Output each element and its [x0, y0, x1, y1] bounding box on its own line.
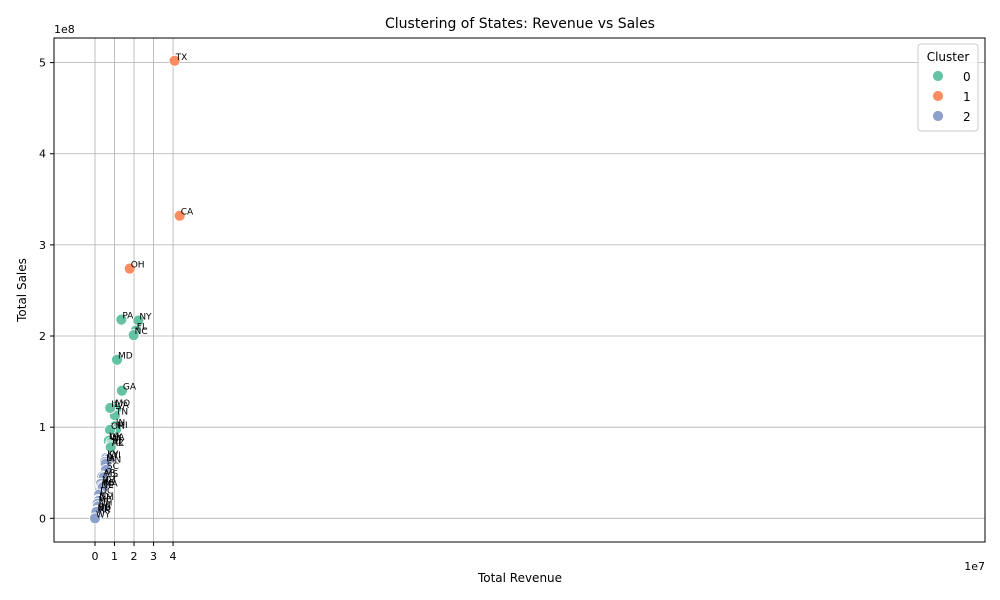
point-label-al: AL	[112, 437, 123, 447]
y-tick-label: 3	[39, 239, 46, 252]
point-label-mi: MI	[117, 421, 127, 431]
point-label-ia: IA	[106, 454, 116, 464]
point-label-tx: TX	[175, 53, 188, 63]
data-point-tx	[168, 54, 181, 67]
point-label-nh: NH	[99, 498, 113, 508]
point-label-nj: NJ	[112, 435, 121, 445]
data-point-az	[104, 441, 117, 454]
grid-lines	[54, 38, 985, 542]
data-point-nc	[127, 329, 140, 342]
y-tick-label: 4	[39, 148, 46, 161]
x-axis-offset: 1e7	[964, 560, 985, 573]
data-point-pa	[115, 313, 128, 326]
data-point-ca	[173, 209, 186, 222]
point-label-sc: SC	[107, 462, 119, 472]
data-point-ga	[116, 384, 128, 397]
legend-label-2: 2	[963, 110, 971, 124]
y-tick-label: 0	[39, 512, 46, 525]
point-label-ky: KY	[107, 450, 119, 460]
point-label-hi: HI	[101, 502, 110, 512]
point-label-ms: MS	[105, 469, 119, 479]
y-axis-offset: 1e8	[54, 23, 75, 36]
data-point-md	[111, 353, 123, 366]
legend-marker-2	[932, 110, 944, 122]
legend-box	[917, 43, 979, 132]
legend-title: Cluster	[927, 50, 970, 64]
data-points	[89, 54, 186, 525]
point-label-ny: NY	[139, 313, 152, 323]
y-tick-label: 5	[39, 57, 46, 70]
y-axis-ticks: 0 1 2 3 4 5	[39, 57, 54, 525]
point-label-fl: FL	[137, 323, 147, 333]
point-label-la: LA	[109, 432, 121, 442]
legend-marker-1	[932, 90, 944, 102]
chart-title: Clustering of States: Revenue vs Sales	[385, 16, 655, 32]
y-tick-label: 2	[39, 330, 46, 343]
point-label-ak: AK	[98, 506, 111, 516]
legend-label-1: 1	[963, 90, 971, 104]
x-tick-label: 4	[170, 550, 177, 563]
point-label-ar: AR	[103, 468, 115, 478]
x-tick-label: 2	[131, 550, 138, 563]
point-label-de: DE	[98, 503, 111, 513]
plot-frame	[53, 37, 986, 543]
point-label-ok: OK	[109, 433, 123, 443]
point-label-tn: TN	[115, 407, 128, 417]
point-label-or: OR	[111, 422, 124, 432]
point-label-ma: MA	[104, 479, 119, 489]
x-tick-label: 3	[150, 550, 157, 563]
point-label-oh: OH	[131, 261, 145, 271]
point-label-nm: NM	[100, 493, 115, 503]
legend-marker-0	[932, 70, 944, 82]
data-point-wy	[89, 512, 101, 525]
point-label-mo: MO	[115, 399, 130, 409]
point-label-wa: WA	[110, 433, 125, 443]
point-label-dc: DC	[100, 487, 113, 497]
y-axis-label: Total Sales	[15, 258, 29, 323]
point-label-ga: GA	[123, 383, 137, 393]
point-label-va: VA	[117, 401, 130, 411]
point-label-ct: CT	[106, 476, 118, 486]
y-tick-label: 1	[39, 421, 46, 434]
legend: Cluster 0 1 2	[917, 43, 979, 132]
point-label-in: IN	[116, 418, 125, 428]
point-label-id: ID	[99, 492, 109, 502]
point-label-nv: NV	[102, 476, 116, 486]
legend-label-0: 0	[963, 70, 971, 84]
point-label-md: MD	[118, 352, 133, 362]
point-label-wi: WI	[109, 451, 121, 461]
point-label-nd: ND	[97, 504, 111, 514]
point-label-wy: WY	[96, 510, 111, 520]
x-tick-label: 1	[111, 550, 118, 563]
data-point-oh	[123, 262, 136, 275]
point-label-az: AZ	[112, 439, 124, 449]
point-label-ks: KS	[103, 478, 115, 488]
data-point-il	[104, 402, 117, 414]
point-label-nc: NC	[135, 327, 148, 337]
legend-entries: 0 1 2	[932, 70, 971, 124]
point-label-ca: CA	[181, 208, 194, 218]
point-label-me: ME	[99, 496, 113, 506]
point-label-il: IL	[111, 400, 119, 410]
point-label-ne: NE	[101, 481, 114, 491]
x-axis-label: Total Revenue	[477, 571, 562, 585]
point-label-pa: PA	[122, 312, 134, 322]
point-label-mn: MN	[107, 456, 122, 466]
x-tick-label: 0	[91, 550, 98, 563]
